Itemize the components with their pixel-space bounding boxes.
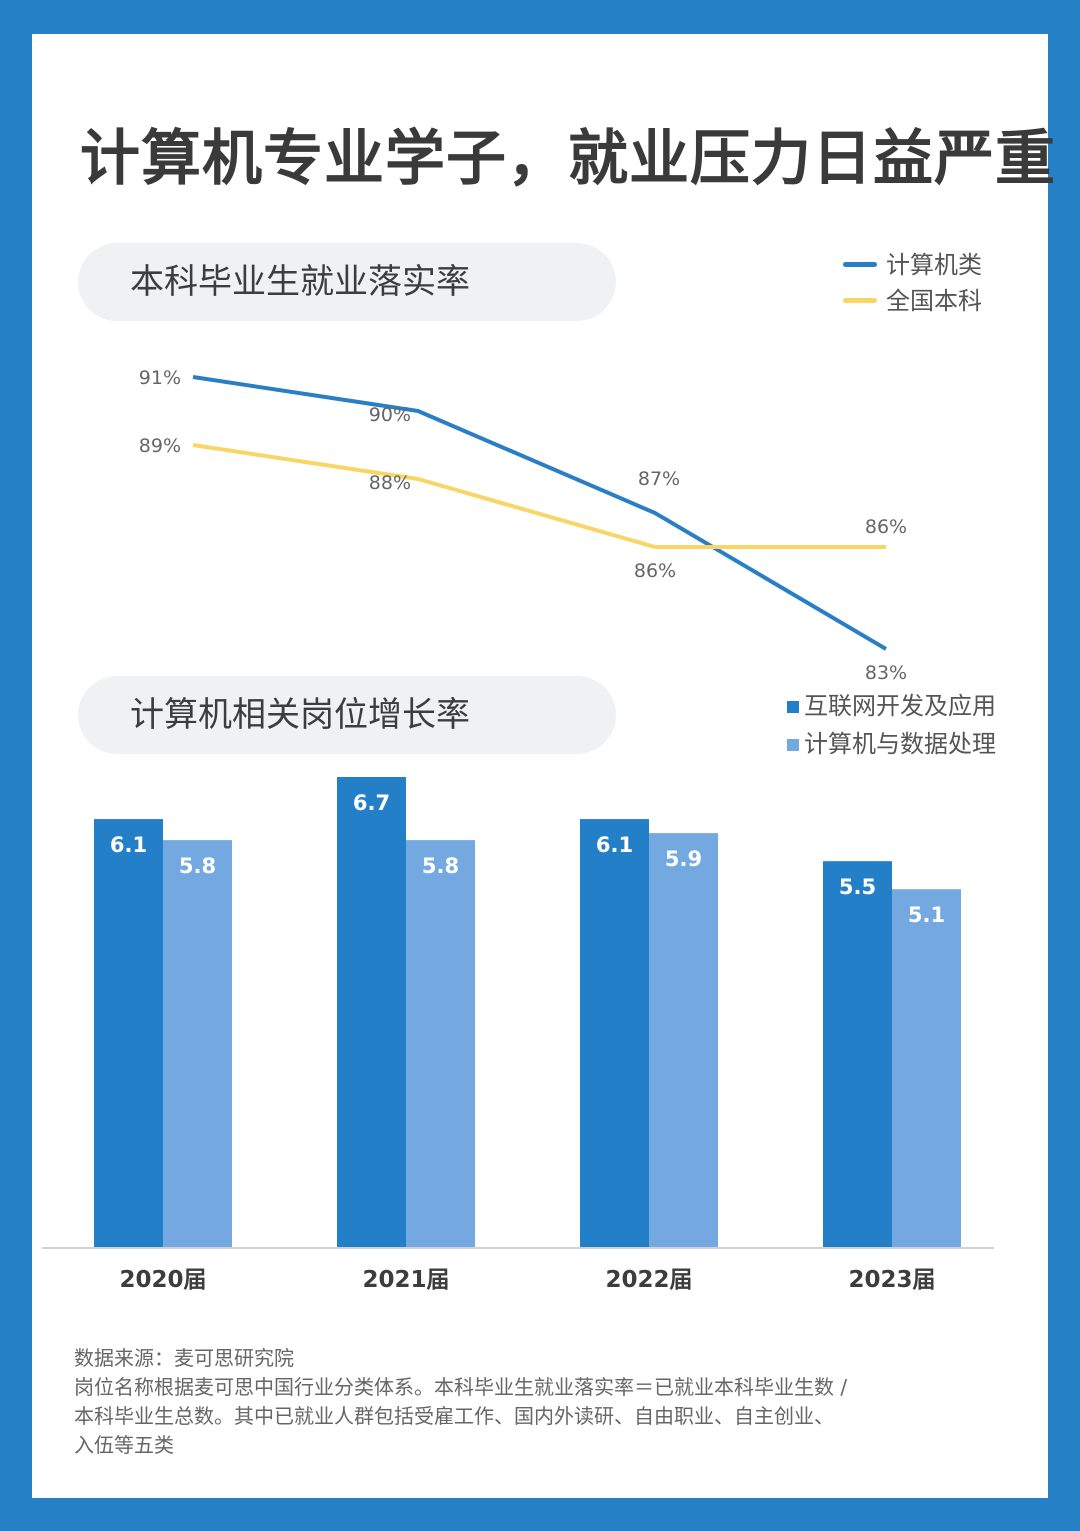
bar-value-data-processing-3: 5.1 (908, 903, 945, 927)
bar-internet-1 (337, 777, 406, 1247)
page-title: 计算机专业学子，就业压力日益严重 (80, 124, 1056, 194)
bar-value-data-processing-1: 5.8 (422, 854, 459, 878)
bar-data-processing-1 (406, 840, 475, 1247)
line-label-computer-0: 91% (139, 367, 181, 389)
bar-value-internet-2: 6.1 (596, 833, 633, 857)
legend-internet: 互联网开发及应用 (804, 692, 996, 720)
bar-data-processing-2 (649, 833, 718, 1247)
bar-internet-3 (823, 861, 892, 1247)
note-line-2: 本科毕业生总数。其中已就业人群包括受雇工作、国内外读研、自由职业、自主创业、 (74, 1404, 834, 1428)
bar-value-internet-1: 6.7 (353, 791, 390, 815)
bar-value-internet-0: 6.1 (110, 833, 147, 857)
bar-data-processing-0 (163, 840, 232, 1247)
x-tick-label-3: 2023届 (848, 1267, 935, 1293)
legend-national: 全国本科 (886, 287, 982, 315)
section-title-job-growth-text: 计算机相关岗位增长率 (130, 695, 470, 735)
line-label-computer-1: 90% (369, 404, 411, 426)
bar-value-data-processing-0: 5.8 (179, 854, 216, 878)
legend-swatch-computer (843, 262, 877, 267)
line-label-national-0: 89% (139, 435, 181, 457)
x-tick-label-1: 2021届 (362, 1267, 449, 1293)
legend-computer: 计算机类 (886, 251, 982, 279)
line-label-computer-2: 87% (638, 468, 680, 490)
line-label-national-1: 88% (369, 472, 411, 494)
line-label-computer-3: 83% (865, 662, 907, 684)
bar-data-processing-3 (892, 889, 961, 1247)
line-series-national (192, 443, 886, 549)
x-tick-label-2: 2022届 (605, 1267, 692, 1293)
line-label-national-3: 86% (865, 516, 907, 538)
bar-value-data-processing-2: 5.9 (665, 847, 702, 871)
section-title-job-growth: 计算机相关岗位增长率 (78, 676, 616, 754)
note-line-1: 岗位名称根据麦可思中国行业分类体系。本科毕业生就业落实率＝已就业本科毕业生数 / (74, 1375, 848, 1399)
section-title-employment-rate: 本科毕业生就业落实率 (78, 243, 616, 321)
legend-data-processing: 计算机与数据处理 (804, 730, 996, 758)
bar-internet-0 (94, 819, 163, 1247)
note-line-3: 入伍等五类 (74, 1433, 174, 1457)
legend-swatch-data-processing (787, 739, 799, 751)
bar-internet-2 (580, 819, 649, 1247)
legend-swatch-internet (787, 701, 799, 713)
legend-swatch-national (843, 298, 877, 303)
section-title-employment-rate-text: 本科毕业生就业落实率 (130, 262, 470, 302)
note-source: 数据来源：麦可思研究院 (74, 1346, 294, 1370)
bar-value-internet-3: 5.5 (839, 875, 876, 899)
line-series-computer (192, 375, 888, 651)
line-label-national-2: 86% (634, 560, 676, 582)
x-tick-label-0: 2020届 (119, 1267, 206, 1293)
